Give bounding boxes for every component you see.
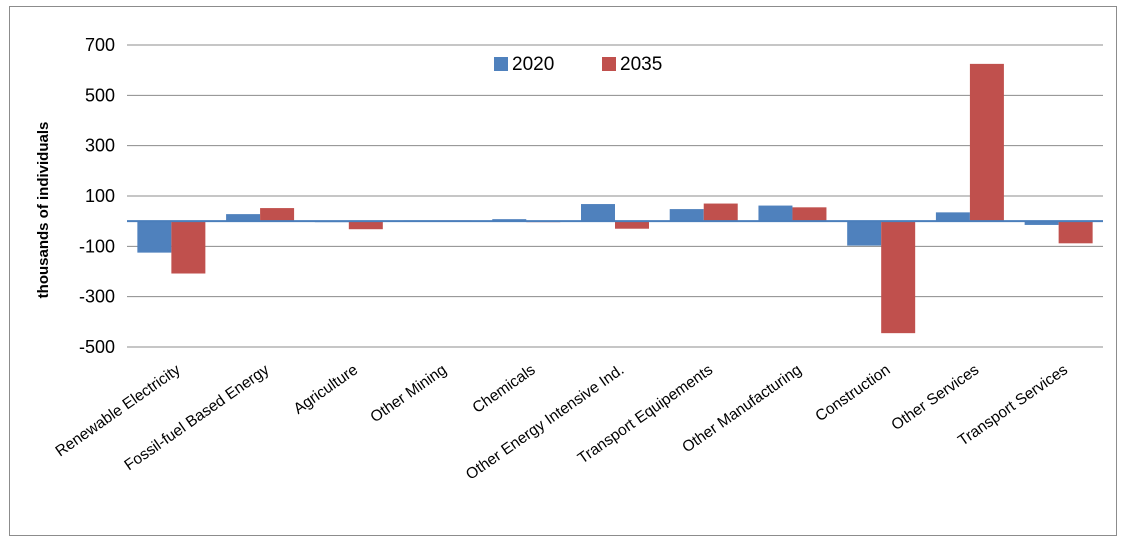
bar-2035-7	[792, 207, 827, 222]
bar-2020-7	[758, 205, 793, 222]
bar-2035-8	[881, 221, 916, 334]
bar-2035-1	[260, 208, 295, 222]
category-label: Other Services	[888, 361, 982, 434]
bar-2020-9	[935, 212, 970, 222]
bar-2035-0	[171, 221, 206, 274]
bar-2020-10	[1024, 221, 1059, 225]
bar-2035-10	[1058, 221, 1093, 244]
category-label: Chemicals	[470, 361, 539, 417]
y-tick-labels: 700 500 300 100 -100 -300 -500	[79, 35, 115, 357]
bar-2020-5	[581, 204, 615, 222]
y-tick-label: -100	[79, 236, 115, 256]
legend: 2020 2035	[494, 54, 662, 75]
category-label: Other Mining	[367, 361, 449, 426]
y-tick-label: -500	[79, 337, 115, 357]
category-label: Other Energy Intensive Ind.	[463, 361, 627, 483]
y-axis-label: thousands of individuals	[35, 122, 52, 299]
bars	[137, 63, 1093, 334]
bar-2020-1	[226, 214, 261, 222]
bar-2020-0	[137, 221, 172, 253]
y-tick-label: 700	[85, 35, 115, 55]
y-tick-label: 300	[85, 136, 115, 156]
bar-2020-8	[847, 221, 882, 246]
bar-2020-6	[669, 209, 704, 222]
bar-2035-9	[969, 63, 1004, 222]
category-label: Agriculture	[291, 361, 361, 417]
y-tick-label: -300	[79, 287, 115, 307]
category-label: Construction	[812, 361, 893, 425]
legend-swatch-2035	[602, 57, 616, 71]
bar-2035-5	[615, 221, 649, 229]
bar-2035-2	[348, 221, 383, 230]
legend-label-2020: 2020	[512, 54, 554, 75]
bar-2035-6	[703, 203, 738, 222]
legend-swatch-2020	[494, 57, 508, 71]
y-tick-label: 100	[85, 186, 115, 206]
bar-2020-4	[492, 219, 527, 222]
y-tick-label: 500	[85, 85, 115, 105]
gridlines	[127, 44, 1103, 348]
category-label: Fossil-fuel Based Energy	[121, 361, 272, 474]
legend-label-2035: 2035	[620, 54, 662, 75]
